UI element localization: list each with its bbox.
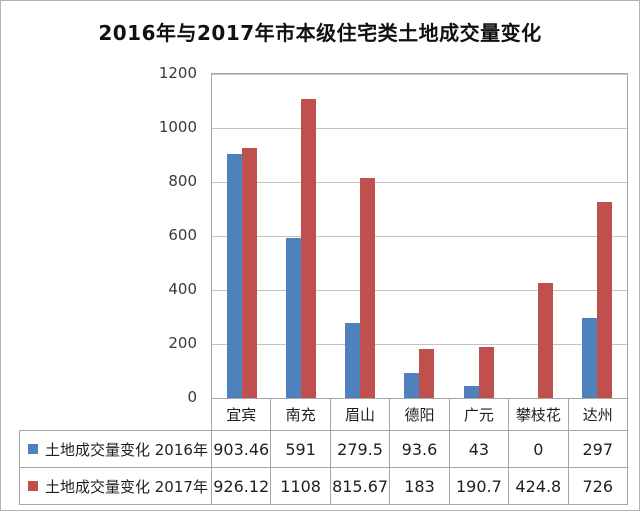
- bar-series1-5: [463, 386, 479, 398]
- bar-series2-7: [597, 202, 613, 398]
- legend-swatch-icon: [28, 481, 38, 491]
- y-axis-tick-label: 1200: [158, 64, 197, 82]
- bar-series1-4: [404, 373, 420, 398]
- category-label-1: 宜宾: [210, 398, 272, 431]
- value-cell-series2-6: 424.8: [508, 467, 569, 505]
- category-header-row: 宜宾 南充 眉山 德阳 广元 攀枝花 达州: [20, 398, 628, 431]
- value-cell-series1-5: 43: [448, 430, 510, 468]
- bar-group-6: [508, 74, 567, 398]
- bar-series2-5: [478, 347, 494, 398]
- category-label-3: 眉山: [329, 398, 391, 431]
- value-cell-series2-1: 926.12: [210, 467, 272, 505]
- table-row-series1: 土地成交量变化 2016年 903.46 591 279.5 93.6 43 0 297: [19, 430, 628, 468]
- y-axis-tick-label: 800: [168, 172, 197, 190]
- bar-series1-7: [582, 318, 598, 398]
- chart-title: 2016年与2017年市本级住宅类土地成交量变化: [98, 21, 542, 45]
- bar-series2-6: [538, 283, 554, 398]
- value-cell-series2-3: 815.67: [329, 467, 391, 505]
- bar-series2-2: [300, 99, 316, 398]
- y-axis-tick-label: 200: [168, 334, 197, 352]
- bar-series1-2: [285, 238, 301, 398]
- y-axis-tick-label: 600: [168, 226, 197, 244]
- category-label-2: 南充: [270, 398, 331, 431]
- bar-series2-3: [360, 178, 376, 398]
- series-name: 土地成交量变化 2016年: [45, 440, 208, 459]
- value-cell-series1-4: 93.6: [389, 430, 450, 468]
- y-axis-tick-label: 0: [187, 388, 197, 406]
- value-cell-series2-4: 183: [389, 467, 450, 505]
- value-cell-series2-5: 190.7: [448, 467, 510, 505]
- legend-cell-series1: 土地成交量变化 2016年: [19, 430, 212, 468]
- category-label-4: 德阳: [389, 398, 450, 431]
- value-cell-series1-6: 0: [508, 430, 569, 468]
- legend-swatch-icon: [28, 444, 38, 454]
- bar-group-3: [331, 74, 390, 398]
- bar-group-5: [449, 74, 508, 398]
- bar-series1-3: [345, 323, 361, 398]
- value-cell-series1-2: 591: [270, 430, 331, 468]
- y-axis-tick-label: 1000: [158, 118, 197, 136]
- bar-group-7: [568, 74, 627, 398]
- bar-group-1: [212, 74, 271, 398]
- bar-series2-1: [241, 148, 257, 398]
- category-label-6: 攀枝花: [508, 398, 569, 431]
- data-table: 宜宾 南充 眉山 德阳 广元 攀枝花 达州 土地成交量变化 2016年 903.46 591 279…: [19, 398, 628, 505]
- bar-group-4: [390, 74, 449, 398]
- category-label-7: 达州: [567, 398, 628, 431]
- value-cell-series1-7: 297: [567, 430, 628, 468]
- table-row-series2: 土地成交量变化 2017年 926.12 1108 815.67 183 190.7 424…: [19, 467, 628, 505]
- value-cell-series2-2: 1108: [270, 467, 331, 505]
- y-axis-tick-label: 400: [168, 280, 197, 298]
- series-name: 土地成交量变化 2017年: [45, 477, 208, 496]
- bar-series2-4: [419, 349, 435, 398]
- legend-cell-series2: 土地成交量变化 2017年: [19, 467, 212, 505]
- bar-group-2: [271, 74, 330, 398]
- value-cell-series1-1: 903.46: [210, 430, 272, 468]
- plot-area: [211, 73, 628, 399]
- value-cell-series1-3: 279.5: [329, 430, 391, 468]
- table-corner-blank: [20, 399, 212, 431]
- value-cell-series2-7: 726: [567, 467, 628, 505]
- category-label-5: 广元: [448, 398, 510, 431]
- bar-series1-1: [226, 154, 242, 398]
